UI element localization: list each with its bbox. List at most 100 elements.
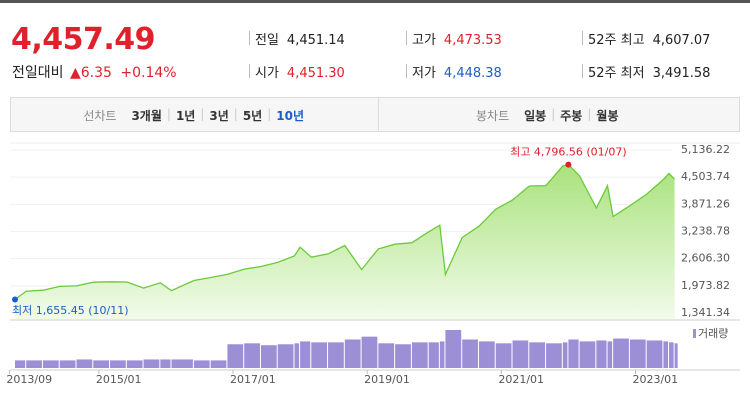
stat-value: 4,451.30 (286, 66, 345, 81)
y-tick-label: 5,136.22 (681, 143, 730, 156)
y-tick-label: 1,973.82 (681, 279, 730, 292)
stat-separator (582, 31, 583, 45)
tab-bar: 선차트 3개월 | 1년 | 3년 | 5년 | 10년 봉차트 일봉 | 주봉 | 월봉 (10, 97, 740, 132)
tab-separator: | (267, 107, 272, 121)
stat-separator (582, 64, 583, 78)
stat-separator (249, 31, 250, 45)
volume-legend-label: 거래량 (698, 327, 728, 340)
volume-bar (171, 359, 193, 368)
tab-divider (378, 98, 379, 131)
x-tick-label: 2021/01 (498, 373, 544, 386)
stat-label: 시가 (255, 66, 279, 81)
volume-bar (328, 342, 344, 368)
annotation-label: 최저 1,655.45 (10/11) (12, 304, 129, 317)
line-chart-tabs: 선차트 3개월 | 1년 | 3년 | 5년 | 10년 (83, 107, 309, 124)
candle-chart-tabs: 봉차트 일봉 | 주봉 | 월봉 (476, 107, 624, 124)
change-row: 전일대비 ▲6.35 +0.14% (12, 62, 177, 82)
volume-bar (244, 343, 260, 368)
volume-bar (607, 341, 613, 368)
stat: 시가 4,451.30 (255, 62, 345, 81)
volume-bar (629, 339, 646, 368)
stat: 고가 4,473.53 (412, 29, 502, 48)
candle-tab[interactable]: 일봉 (524, 109, 547, 123)
volume-bar (42, 360, 59, 368)
x-tick-label: 2023/01 (632, 373, 678, 386)
volume-bar (311, 342, 328, 368)
x-tick-label: 2013/09 (6, 373, 52, 386)
volume-bar (193, 360, 210, 368)
y-tick-label: 3,238.78 (681, 225, 730, 238)
x-tick-label: 2019/01 (364, 373, 410, 386)
volume-bar (613, 338, 629, 368)
y-tick-label: 3,871.26 (681, 197, 730, 210)
volume-bar (663, 341, 669, 368)
stat-value: 4,607.07 (652, 33, 711, 48)
volume-bar (568, 339, 579, 368)
volume-bar (462, 339, 478, 368)
stat-separator (406, 31, 407, 45)
stat-label: 저가 (412, 66, 436, 81)
period-tab[interactable]: 5년 (242, 109, 263, 123)
stat: 52주 최저 3,491.58 (588, 62, 710, 81)
tab-group-label: 선차트 (83, 109, 117, 123)
volume-bar (646, 340, 663, 368)
current-price: 4,457.49 (11, 22, 156, 57)
period-tab[interactable]: 1년 (175, 109, 196, 123)
stat-value: 4,448.38 (443, 66, 502, 81)
volume-bar (110, 360, 126, 368)
tab-separator: | (587, 107, 592, 121)
volume-bar (395, 344, 411, 368)
annotation-dot (565, 161, 572, 168)
stat-separator (406, 64, 407, 78)
volume-bar (428, 342, 439, 368)
volume-bar (495, 343, 512, 368)
volume-bar (227, 344, 244, 368)
volume-bar (277, 344, 294, 368)
stat-label: 52주 최고 (588, 33, 645, 48)
volume-bar (512, 340, 529, 368)
stat: 전일 4,451.14 (255, 29, 345, 48)
volume-bar (76, 359, 93, 368)
x-tick-label: 2017/01 (230, 373, 276, 386)
annotation-dot (12, 296, 18, 303)
volume-bar (260, 345, 277, 368)
volume-bar (674, 343, 678, 368)
period-tab[interactable]: 3년 (209, 109, 229, 123)
tab-separator: | (551, 107, 556, 121)
top-border (0, 0, 750, 3)
stat-value: 4,451.14 (286, 33, 345, 48)
stat: 저가 4,448.38 (412, 62, 502, 81)
change-percent: +0.14% (120, 65, 177, 81)
tab-separator: | (200, 107, 205, 121)
volume-bar (210, 360, 227, 368)
stat-separator (249, 64, 250, 78)
volume-bar (26, 360, 42, 368)
volume-bar (126, 360, 143, 368)
volume-bar (529, 342, 546, 368)
volume-bar (361, 336, 378, 368)
tab-group-label: 봉차트 (476, 109, 510, 123)
stat-value: 4,473.53 (443, 33, 502, 48)
volume-bar (93, 360, 110, 368)
volume-bar (411, 342, 428, 368)
change-label: 전일대비 (12, 65, 64, 81)
volume-bar (669, 342, 674, 368)
volume-bar (562, 342, 568, 368)
volume-bar (300, 341, 311, 368)
volume-bar (294, 343, 300, 368)
candle-tab[interactable]: 월봉 (596, 109, 619, 123)
volume-bar (445, 330, 462, 368)
annotation-label: 최고 4,796.56 (01/07) (510, 146, 627, 159)
period-tab[interactable]: 3개월 (131, 109, 162, 123)
x-tick-label: 2015/01 (96, 373, 142, 386)
period-tab[interactable]: 10년 (276, 109, 304, 123)
volume-bar (15, 360, 26, 368)
volume-bar (579, 341, 596, 368)
tab-separator: | (166, 107, 171, 121)
stat-label: 고가 (412, 33, 436, 48)
candle-tab[interactable]: 주봉 (560, 109, 583, 123)
price-line (14, 163, 676, 301)
volume-bar (344, 339, 361, 368)
